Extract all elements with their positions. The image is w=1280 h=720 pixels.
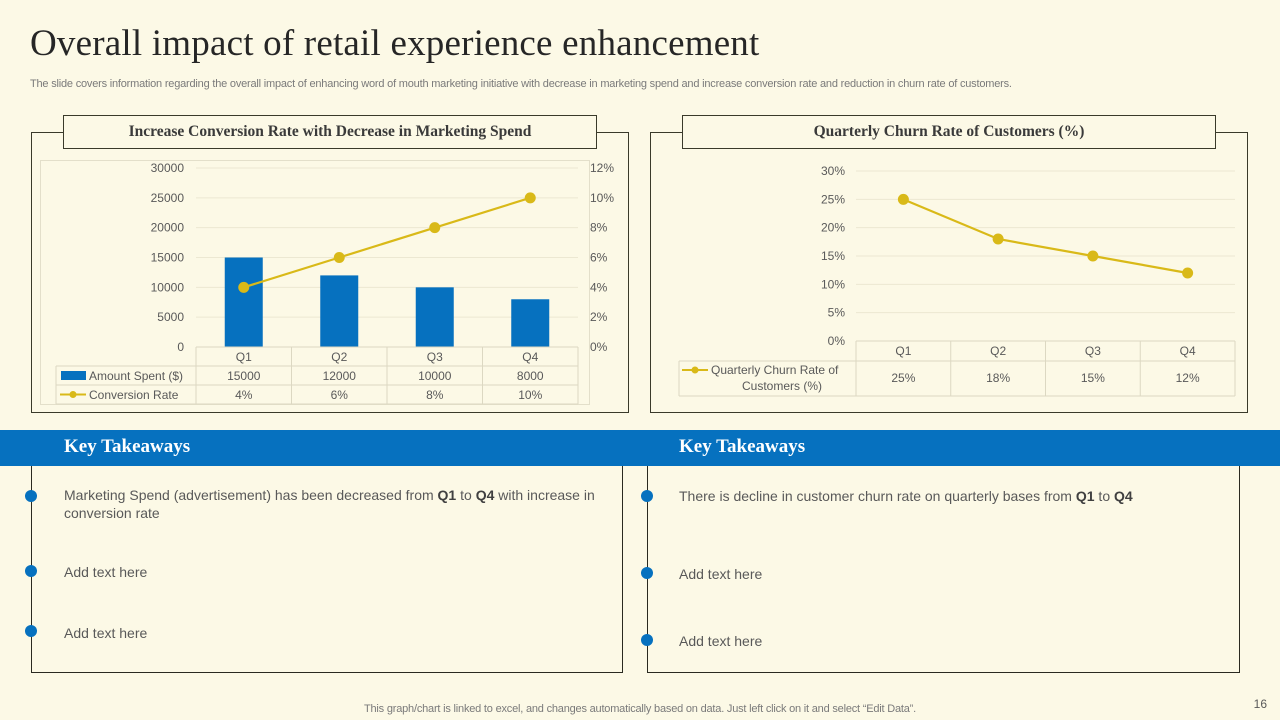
churn-rate-point-q1 bbox=[897, 193, 909, 205]
page-number: 16 bbox=[1253, 697, 1267, 711]
table-value-amount: 12000 bbox=[323, 369, 357, 383]
table-value-churn: 15% bbox=[1081, 371, 1105, 385]
takeaways-band bbox=[0, 430, 1280, 466]
y-tick-label: 30% bbox=[821, 164, 845, 178]
y-left-tick-label: 5000 bbox=[157, 310, 184, 324]
x-category-label: Q4 bbox=[1180, 344, 1196, 358]
y-left-tick-label: 20000 bbox=[151, 221, 185, 235]
y-tick-label: 20% bbox=[821, 221, 845, 235]
conversion-rate-point-q3 bbox=[429, 222, 441, 234]
right-takeaway-1: There is decline in customer churn rate … bbox=[679, 487, 1229, 505]
y-left-tick-label: 30000 bbox=[151, 161, 185, 175]
x-category-label: Q3 bbox=[1085, 344, 1101, 358]
takeaway-text: Marketing Spend (advertisement) has been… bbox=[64, 487, 438, 503]
left-takeaway-1: Marketing Spend (advertisement) has been… bbox=[64, 486, 614, 522]
takeaway-emphasis: Q4 bbox=[475, 487, 495, 503]
churn-rate-point-q4 bbox=[1182, 267, 1194, 279]
takeaway-text: Add text here bbox=[64, 625, 148, 641]
footer-note: This graph/chart is linked to excel, and… bbox=[364, 703, 916, 715]
churn-chart[interactable]: 0% 5% 10% 15% 20% 25% 30% Q1 Q2 Q3 Q4 Quarterly Chu… bbox=[0, 0, 1280, 420]
y-tick-label: 10% bbox=[821, 277, 845, 291]
takeaway-emphasis: Q1 bbox=[1075, 488, 1095, 504]
y-right-tick-label: 4% bbox=[590, 280, 608, 294]
churn-rate-point-q2 bbox=[992, 233, 1004, 245]
takeaway-text: with increase in conversion rate bbox=[64, 487, 595, 521]
y-tick-label: 25% bbox=[821, 192, 845, 206]
y-right-tick-label: 0% bbox=[590, 340, 608, 354]
table-value-conversion: 10% bbox=[518, 388, 542, 402]
table-value-churn: 25% bbox=[891, 371, 915, 385]
slide-subtitle: The slide covers information regarding t… bbox=[30, 78, 1012, 90]
y-tick-label: 0% bbox=[828, 334, 846, 348]
bar-amount-spent-q3 bbox=[415, 287, 454, 347]
y-tick-label: 15% bbox=[821, 249, 845, 263]
y-right-tick-label: 6% bbox=[590, 251, 608, 265]
x-category-label: Q1 bbox=[236, 350, 252, 364]
conversion-rate-line bbox=[243, 196, 531, 289]
bullet-icon bbox=[641, 567, 653, 579]
x-category-label: Q2 bbox=[331, 350, 347, 364]
table-value-amount: 15000 bbox=[227, 369, 261, 383]
takeaway-text: Add text here bbox=[64, 564, 148, 580]
conversion-rate-point-q1 bbox=[238, 281, 250, 293]
table-value-churn: 18% bbox=[986, 371, 1010, 385]
conversion-rate-point-q2 bbox=[333, 252, 345, 263]
table-value-amount: 10000 bbox=[418, 369, 452, 383]
y-right-tick-label: 8% bbox=[590, 221, 608, 235]
takeaway-text: to bbox=[1094, 488, 1115, 504]
table-value-amount: 8000 bbox=[517, 369, 544, 383]
left-takeaway-3[interactable]: Add text here bbox=[64, 624, 614, 642]
right-takeaway-2[interactable]: Add text here bbox=[679, 565, 1229, 583]
bullet-icon bbox=[25, 490, 37, 502]
legend-churn-line2: Customers (%) bbox=[742, 379, 822, 393]
right-takeaways-heading: Key Takeaways bbox=[679, 436, 806, 457]
churn-rate-line bbox=[902, 198, 1188, 275]
table-value-conversion: 6% bbox=[331, 388, 349, 402]
y-right-tick-label: 10% bbox=[590, 191, 614, 205]
takeaway-text: Add text here bbox=[679, 566, 763, 582]
churn-chart-title: Quarterly Churn Rate of Customers (%) bbox=[682, 115, 1216, 149]
legend-conversion-rate: Conversion Rate bbox=[89, 388, 179, 402]
takeaway-emphasis: Q4 bbox=[1114, 488, 1133, 504]
legend-bar-key bbox=[61, 371, 86, 380]
table-value-conversion: 8% bbox=[426, 388, 444, 402]
y-left-tick-label: 25000 bbox=[151, 191, 185, 205]
conversion-chart[interactable]: 0 5000 10000 15000 20000 25000 30000 0% 2% 4% 6% 8%… bbox=[0, 0, 1280, 420]
legend-line-marker bbox=[691, 366, 699, 374]
legend-amount-spent: Amount Spent ($) bbox=[89, 369, 183, 383]
y-right-tick-label: 2% bbox=[590, 310, 608, 324]
takeaway-text: There is decline in customer churn rate … bbox=[679, 488, 1076, 504]
x-category-label: Q4 bbox=[522, 350, 538, 364]
y-left-tick-label: 15000 bbox=[151, 251, 185, 265]
slide-title: Overall impact of retail experience enha… bbox=[30, 23, 760, 64]
left-takeaways-heading: Key Takeaways bbox=[64, 436, 191, 457]
x-category-label: Q2 bbox=[990, 344, 1006, 358]
table-value-conversion: 4% bbox=[235, 388, 253, 402]
bullet-icon bbox=[25, 625, 37, 637]
y-tick-label: 5% bbox=[828, 306, 846, 320]
takeaway-emphasis: Q1 bbox=[437, 487, 457, 503]
bullet-icon bbox=[25, 565, 37, 577]
x-category-label: Q3 bbox=[427, 350, 443, 364]
bar-amount-spent-q4 bbox=[511, 299, 550, 347]
y-left-tick-label: 10000 bbox=[151, 280, 185, 294]
bar-amount-spent-q1 bbox=[224, 257, 263, 347]
legend-churn-line1: Quarterly Churn Rate of bbox=[711, 363, 839, 377]
takeaway-text: to bbox=[456, 487, 476, 503]
churn-rate-point-q3 bbox=[1087, 250, 1099, 262]
takeaway-text: Add text here bbox=[679, 633, 763, 649]
y-left-tick-label: 0 bbox=[177, 340, 184, 354]
conversion-chart-title: Increase Conversion Rate with Decrease i… bbox=[63, 115, 597, 149]
bullet-icon bbox=[641, 490, 653, 502]
bar-amount-spent-q2 bbox=[320, 275, 359, 347]
x-category-label: Q1 bbox=[895, 344, 911, 358]
legend-line-marker bbox=[69, 391, 77, 398]
left-takeaway-2[interactable]: Add text here bbox=[64, 563, 614, 581]
y-right-tick-label: 12% bbox=[590, 161, 614, 175]
bullet-icon bbox=[641, 634, 653, 646]
conversion-rate-point-q4 bbox=[524, 192, 536, 204]
table-value-churn: 12% bbox=[1176, 371, 1200, 385]
right-takeaway-3[interactable]: Add text here bbox=[679, 632, 1229, 650]
